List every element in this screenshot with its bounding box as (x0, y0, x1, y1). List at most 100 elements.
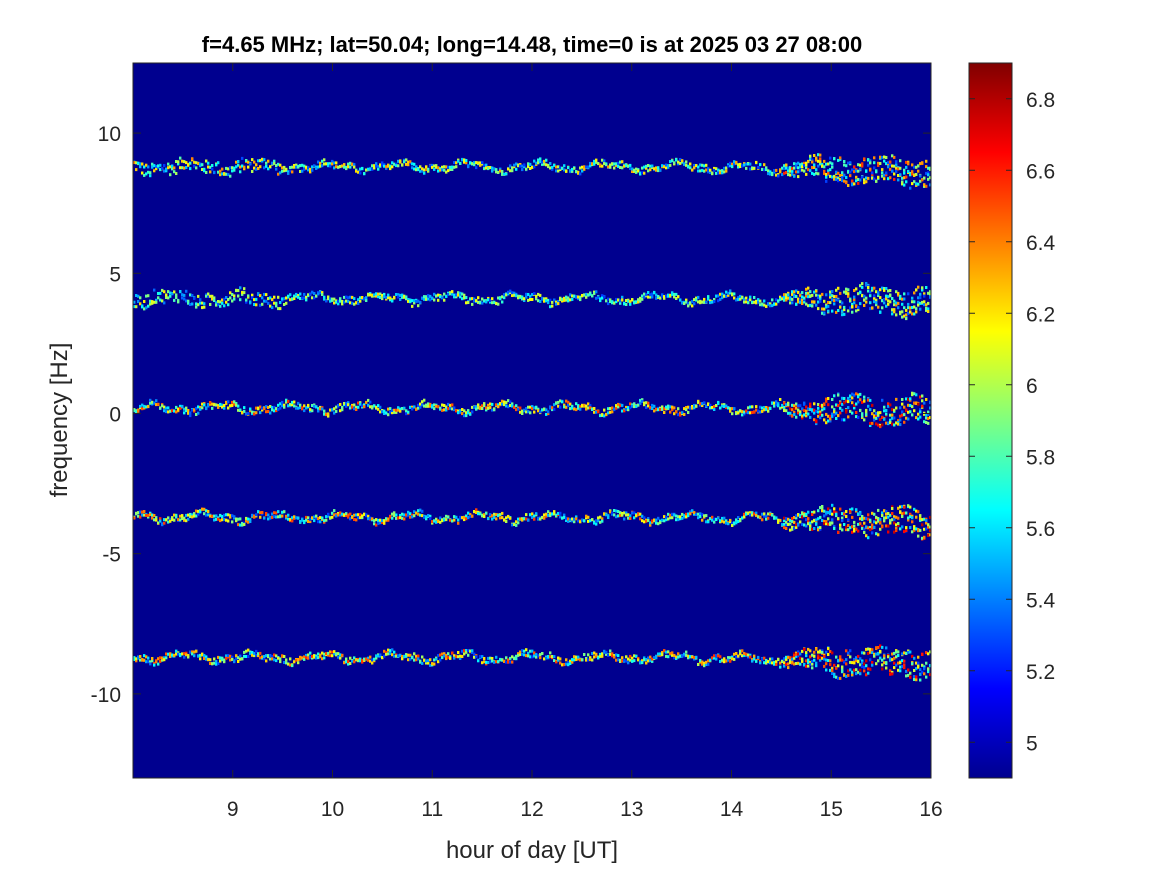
trace-sample (671, 512, 674, 516)
trace-sample (915, 416, 918, 420)
trace-sample (427, 402, 430, 406)
trace-sample (777, 174, 780, 178)
trace-sample (489, 166, 492, 169)
trace-sample (191, 408, 194, 412)
trace-sample (429, 404, 432, 408)
trace-sample (801, 511, 804, 515)
trace-sample (713, 520, 716, 524)
trace-sample (163, 405, 166, 409)
trace-sample (835, 310, 838, 314)
trace-sample (377, 407, 380, 411)
trace-sample (165, 296, 168, 299)
trace-sample (481, 407, 484, 410)
trace-sample (143, 658, 146, 662)
trace-sample (333, 411, 336, 415)
trace-sample (907, 403, 910, 407)
trace-sample (915, 675, 918, 679)
trace-sample (339, 297, 342, 301)
trace-sample (855, 402, 858, 406)
trace-sample (599, 297, 602, 301)
trace-sample (817, 296, 820, 300)
trace-sample (461, 297, 464, 301)
trace-sample (273, 511, 276, 515)
trace-sample (421, 403, 424, 407)
trace-sample (327, 297, 330, 301)
trace-sample (807, 647, 810, 651)
trace-sample (881, 525, 884, 529)
trace-sample (615, 509, 618, 513)
trace-sample (491, 517, 494, 521)
trace-sample (329, 516, 332, 520)
trace-sample (535, 512, 538, 516)
trace-sample (769, 661, 772, 665)
trace-sample (907, 398, 910, 401)
trace-sample (297, 165, 300, 169)
trace-sample (681, 411, 684, 415)
trace-sample (149, 401, 152, 405)
trace-sample (249, 162, 252, 166)
trace-sample (565, 662, 568, 666)
trace-sample (161, 288, 164, 292)
trace-sample (309, 655, 312, 659)
trace-sample (551, 655, 554, 658)
trace-sample (861, 515, 864, 518)
trace-sample (231, 514, 234, 518)
trace-sample (265, 654, 268, 658)
trace-sample (685, 408, 688, 412)
trace-sample (545, 299, 548, 303)
trace-sample (215, 303, 218, 307)
trace-sample (189, 167, 192, 171)
trace-sample (291, 516, 294, 520)
trace-sample (519, 517, 522, 521)
trace-sample (809, 405, 812, 409)
trace-sample (927, 523, 930, 527)
trace-sample (905, 317, 908, 321)
trace-sample (265, 410, 268, 414)
trace-sample (763, 163, 766, 167)
trace-sample (891, 413, 894, 417)
trace-sample (705, 514, 708, 518)
trace-sample (573, 520, 576, 524)
trace-sample (795, 406, 798, 410)
trace-sample (563, 405, 566, 409)
trace-sample (237, 408, 240, 412)
trace-sample (845, 410, 848, 414)
trace-sample (757, 515, 760, 519)
trace-sample (673, 292, 676, 296)
trace-sample (191, 652, 194, 656)
trace-sample (899, 669, 902, 673)
trace-sample (535, 297, 538, 301)
trace-sample (501, 658, 504, 662)
trace-sample (291, 297, 294, 301)
trace-sample (135, 305, 138, 309)
trace-sample (285, 400, 288, 404)
trace-sample (491, 169, 494, 173)
trace-sample (825, 650, 828, 654)
trace-sample (861, 400, 864, 404)
trace-sample (435, 294, 438, 298)
trace-sample (825, 668, 828, 672)
trace-sample (839, 507, 842, 511)
trace-sample (457, 411, 460, 415)
trace-sample (809, 655, 812, 659)
trace-sample (331, 162, 334, 166)
trace-sample (689, 510, 692, 514)
trace-sample (163, 518, 166, 522)
trace-sample (925, 421, 928, 424)
trace-sample (641, 661, 644, 665)
trace-sample (901, 659, 904, 663)
trace-sample (439, 516, 442, 520)
trace-sample (643, 520, 646, 524)
trace-sample (901, 410, 904, 414)
trace-sample (357, 513, 360, 517)
trace-sample (903, 659, 906, 663)
trace-sample (725, 294, 728, 298)
trace-sample (283, 661, 286, 664)
trace-sample (927, 310, 930, 313)
trace-sample (579, 658, 582, 662)
trace-sample (405, 162, 408, 166)
trace-sample (355, 301, 358, 305)
trace-sample (625, 655, 628, 659)
trace-sample (273, 301, 276, 305)
trace-sample (925, 416, 928, 420)
